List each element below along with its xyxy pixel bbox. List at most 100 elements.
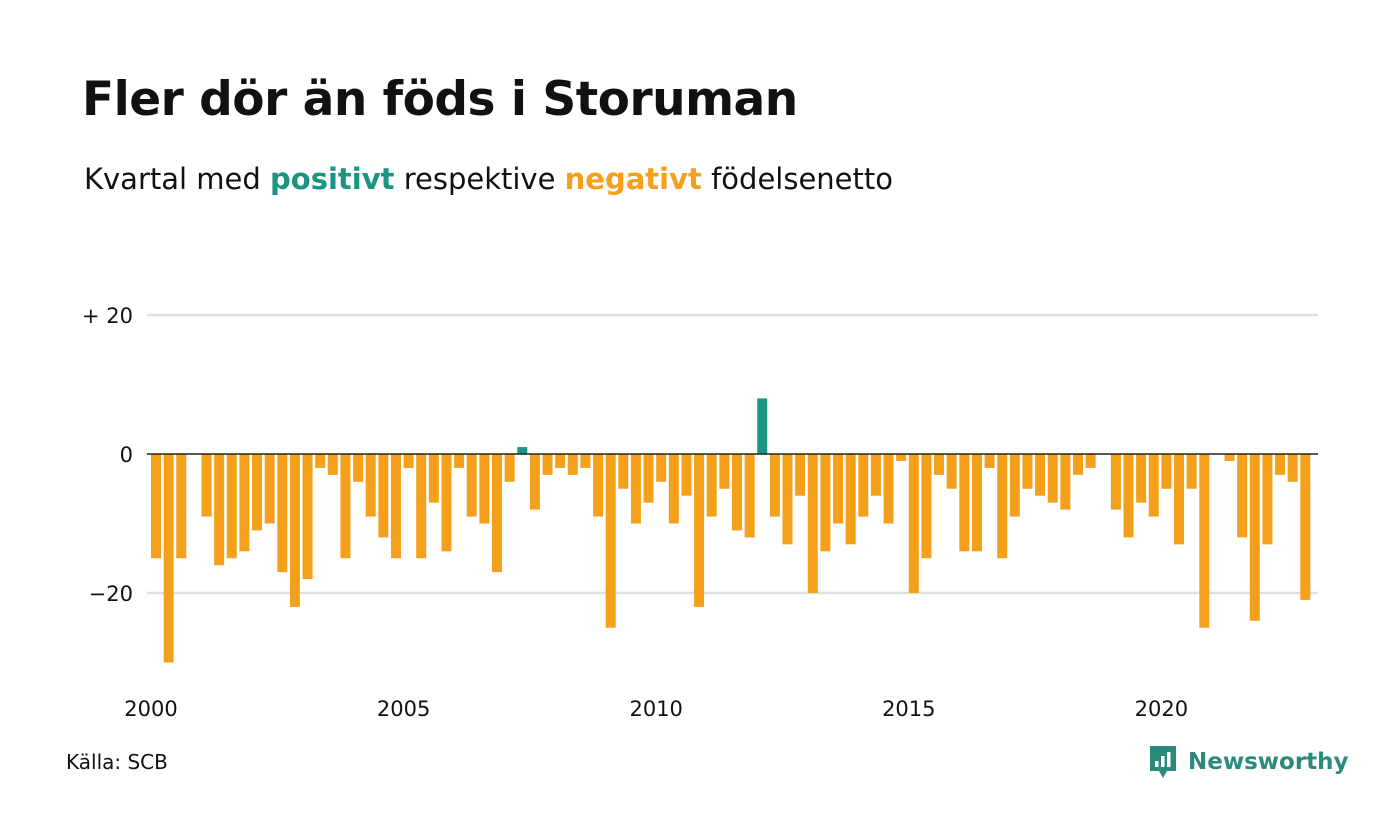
source-label: Källa: SCB	[66, 750, 168, 774]
bar	[1199, 454, 1210, 628]
bar	[151, 454, 161, 559]
bar	[959, 454, 970, 552]
bar	[239, 454, 250, 552]
brand-name: Newsworthy	[1188, 749, 1349, 775]
y-tick-label: + 20	[82, 304, 133, 328]
bar	[1022, 454, 1033, 489]
chat-bubble-chart-icon	[1150, 746, 1176, 778]
bar	[744, 454, 755, 538]
bar	[252, 454, 263, 531]
bar	[1262, 454, 1273, 545]
bar	[618, 454, 629, 489]
bar	[1161, 454, 1172, 489]
bar	[264, 454, 275, 524]
bar	[365, 454, 376, 517]
bar	[593, 454, 604, 517]
bar	[1249, 454, 1260, 621]
subtitle-middle: respektive	[403, 162, 556, 196]
bar	[1186, 454, 1197, 489]
bar	[984, 454, 995, 468]
bar	[971, 454, 982, 552]
bar	[340, 454, 351, 559]
bar	[870, 454, 881, 496]
bar	[517, 447, 528, 454]
bar	[492, 454, 503, 573]
bar	[946, 454, 957, 489]
chart-subtitle: Kvartal med positivt respektive negativt…	[84, 162, 893, 196]
bar	[1148, 454, 1159, 517]
bar	[1237, 454, 1248, 538]
bar	[428, 454, 439, 503]
bar	[630, 454, 641, 524]
bar	[883, 454, 894, 524]
bar	[681, 454, 692, 496]
bar	[719, 454, 730, 489]
bar	[782, 454, 793, 545]
bar	[1300, 454, 1311, 600]
bar	[807, 454, 818, 593]
bar	[1035, 454, 1046, 496]
brand-logo: Newsworthy	[1148, 744, 1349, 780]
bar	[353, 454, 364, 482]
bar	[567, 454, 578, 475]
bar	[795, 454, 806, 496]
bar	[580, 454, 591, 468]
y-tick-label: 0	[120, 443, 133, 467]
bar	[643, 454, 654, 503]
bar	[529, 454, 540, 510]
bar	[1287, 454, 1298, 482]
bar	[1110, 454, 1121, 510]
bar	[1123, 454, 1134, 538]
bar	[731, 454, 742, 531]
bar	[833, 454, 844, 524]
bar	[858, 454, 869, 517]
subtitle-suffix: födelsenetto	[711, 162, 893, 196]
bar	[504, 454, 515, 482]
bar	[934, 454, 945, 475]
subtitle-negative-label: negativt	[564, 162, 702, 196]
bar	[908, 454, 919, 593]
bar	[302, 454, 313, 580]
bar	[416, 454, 427, 559]
bar	[694, 454, 705, 607]
bar	[1174, 454, 1185, 545]
bar	[390, 454, 401, 559]
bar	[163, 454, 174, 663]
bar	[1009, 454, 1020, 517]
bar	[1047, 454, 1058, 503]
bar	[845, 454, 856, 545]
bar	[668, 454, 679, 524]
bar	[769, 454, 780, 517]
chart-title: Fler dör än föds i Storuman	[82, 72, 798, 127]
bar	[997, 454, 1008, 559]
bar	[454, 454, 465, 468]
bar	[1085, 454, 1096, 468]
bar	[289, 454, 300, 607]
bar	[466, 454, 477, 517]
bar	[605, 454, 616, 628]
y-tick-label: −20	[89, 582, 133, 606]
bar	[1072, 454, 1083, 475]
bar	[896, 454, 907, 461]
x-tick-label: 2000	[124, 697, 177, 721]
bar	[315, 454, 326, 468]
bar	[403, 454, 414, 468]
bar	[201, 454, 212, 517]
bar	[542, 454, 553, 475]
bar	[820, 454, 831, 552]
bar	[176, 454, 187, 559]
bar	[1224, 454, 1235, 461]
subtitle-prefix: Kvartal med	[84, 162, 261, 196]
bar	[1275, 454, 1286, 475]
bar	[656, 454, 667, 482]
bar	[921, 454, 932, 559]
bar	[226, 454, 237, 559]
bar	[479, 454, 490, 524]
subtitle-positive-label: positivt	[270, 162, 395, 196]
bar	[555, 454, 566, 468]
x-tick-label: 2020	[1135, 697, 1188, 721]
bar	[214, 454, 225, 566]
x-tick-label: 2010	[629, 697, 682, 721]
bar	[1060, 454, 1071, 510]
bar	[441, 454, 452, 552]
